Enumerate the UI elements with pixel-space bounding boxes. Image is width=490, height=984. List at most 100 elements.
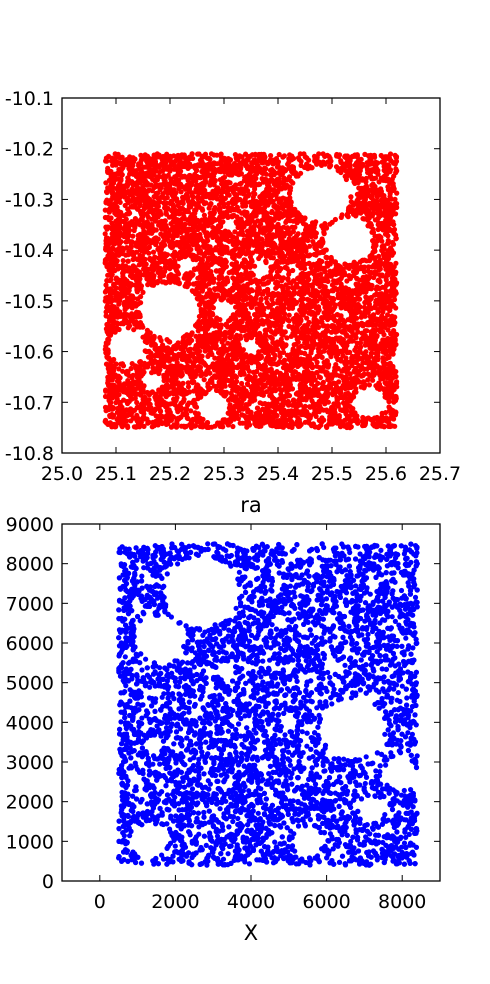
data-point — [246, 368, 252, 374]
data-point — [348, 424, 354, 430]
data-point — [150, 282, 157, 288]
data-point — [323, 339, 329, 345]
data-point — [325, 399, 331, 405]
data-point — [324, 424, 330, 430]
data-point — [164, 195, 170, 201]
data-point — [132, 225, 138, 231]
data-point — [387, 151, 394, 157]
data-point — [185, 380, 191, 386]
data-point — [255, 391, 261, 397]
data-point — [271, 356, 277, 362]
data-point — [112, 329, 118, 335]
data-point — [125, 325, 131, 331]
data-point — [144, 180, 150, 186]
data-point — [225, 200, 232, 206]
data-point — [116, 241, 122, 247]
data-point — [278, 391, 284, 397]
data-point — [175, 380, 181, 386]
data-point — [286, 318, 292, 324]
scatter-points — [102, 151, 400, 431]
data-point — [270, 161, 276, 167]
data-point — [290, 326, 296, 332]
data-point — [228, 186, 234, 192]
data-point — [200, 243, 206, 249]
data-point — [195, 328, 201, 334]
data-point — [259, 176, 265, 182]
data-point — [268, 409, 274, 415]
data-point — [374, 333, 380, 339]
data-point — [201, 212, 207, 218]
data-point — [130, 372, 136, 378]
data-point — [252, 263, 258, 269]
data-point — [186, 400, 192, 406]
data-point — [361, 269, 367, 275]
data-point — [327, 164, 333, 170]
data-point — [354, 315, 360, 321]
data-point — [223, 322, 229, 328]
data-point — [366, 264, 372, 270]
data-point — [283, 219, 289, 225]
data-point — [221, 203, 227, 210]
data-point — [124, 245, 130, 251]
data-point — [152, 254, 158, 261]
data-point — [172, 158, 179, 164]
data-point — [363, 294, 369, 300]
data-point — [108, 277, 114, 283]
data-point — [188, 270, 194, 276]
data-point — [115, 151, 121, 157]
data-point — [102, 393, 109, 400]
data-point — [338, 214, 344, 220]
data-point — [207, 315, 213, 321]
data-point — [138, 294, 144, 300]
data-point — [268, 328, 274, 334]
data-point — [270, 350, 276, 356]
data-point — [298, 162, 304, 169]
data-point — [383, 410, 389, 416]
data-point — [133, 220, 139, 226]
data-point — [259, 244, 265, 250]
data-point — [262, 401, 268, 407]
data-point — [251, 225, 257, 231]
data-point — [241, 324, 247, 330]
data-point — [105, 272, 111, 278]
ra-dec-scatter-panel: 25.0 25.1 25.2 25.3 25.4 25.5 25.6 25.7-10.1-10… — [5, 88, 461, 517]
data-point — [361, 304, 368, 310]
data-point — [350, 332, 356, 338]
data-point — [327, 221, 333, 227]
data-point — [170, 235, 176, 241]
data-point — [268, 153, 274, 159]
data-point — [378, 186, 384, 192]
data-point — [150, 249, 157, 255]
data-point — [338, 275, 344, 281]
data-point — [280, 195, 286, 201]
data-point — [300, 231, 307, 237]
data-point — [200, 180, 206, 186]
data-point — [270, 255, 276, 261]
data-point — [216, 202, 222, 208]
data-point — [392, 423, 398, 429]
data-point — [296, 156, 302, 163]
data-point — [297, 151, 303, 157]
data-point — [185, 415, 191, 422]
data-point — [328, 354, 334, 360]
data-point — [279, 344, 286, 350]
data-point — [383, 380, 389, 387]
data-point — [272, 157, 278, 163]
data-point — [282, 264, 288, 270]
data-point — [366, 382, 372, 388]
data-point — [111, 421, 117, 427]
data-point — [246, 377, 252, 383]
data-point — [105, 340, 111, 346]
data-point — [298, 422, 304, 428]
data-point — [250, 369, 257, 375]
data-point — [378, 152, 384, 159]
data-point — [172, 207, 179, 213]
data-point — [298, 343, 304, 349]
data-point — [374, 194, 380, 200]
data-point — [337, 356, 344, 362]
data-point — [268, 302, 274, 308]
data-point — [158, 337, 164, 344]
data-point — [120, 258, 126, 264]
data-point — [267, 393, 273, 399]
